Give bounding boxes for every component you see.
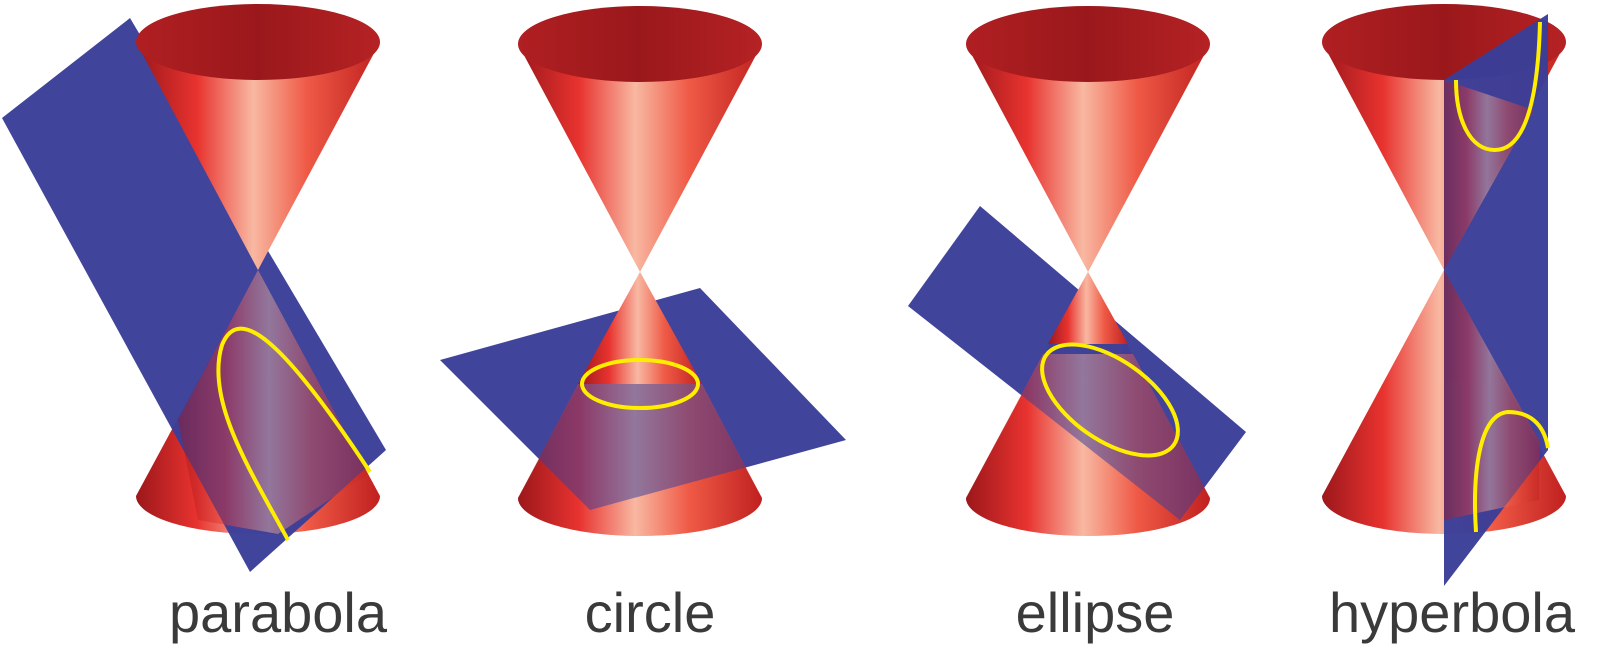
ellipse-label: ellipse	[1015, 581, 1175, 644]
parabola-label: parabola	[169, 581, 387, 644]
upper-cone	[518, 6, 762, 272]
hyperbola-label: hyperbola	[1329, 581, 1575, 644]
hyperbola-figure	[1322, 4, 1566, 586]
circle-label: circle	[584, 581, 716, 644]
hyperbola-upper-branch	[1454, 21, 1542, 153]
hyperbola-lower-branch	[1473, 409, 1550, 533]
parabola-figure	[2, 4, 386, 572]
parabola-curve	[216, 326, 372, 541]
circle-curve	[580, 358, 700, 410]
circle-figure	[440, 6, 846, 536]
ellipse-curve	[1040, 342, 1180, 458]
ellipse-figure	[908, 6, 1246, 536]
